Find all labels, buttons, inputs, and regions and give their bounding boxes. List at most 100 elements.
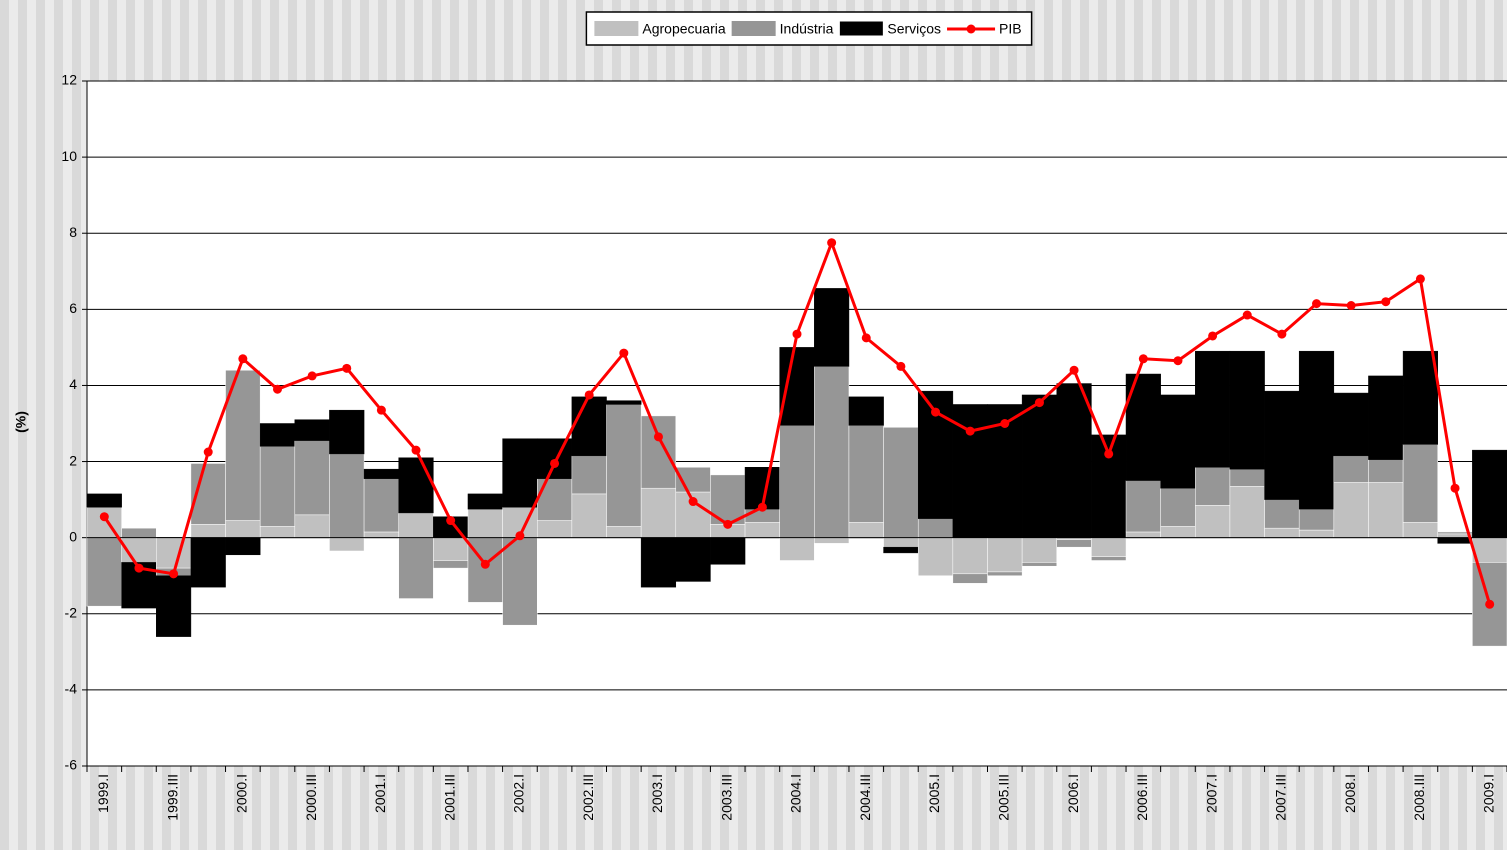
line-marker	[99, 512, 109, 522]
bar	[640, 415, 677, 489]
bar	[571, 493, 607, 538]
bar	[225, 537, 261, 556]
bar	[848, 425, 884, 523]
y-tick-label: 4	[69, 376, 77, 392]
bar	[640, 537, 677, 588]
line-marker	[1450, 483, 1460, 493]
line-marker	[1000, 419, 1010, 428]
bar	[675, 537, 711, 582]
legend-label: Serviços	[887, 21, 941, 37]
line-marker	[619, 348, 629, 358]
bar	[502, 438, 538, 508]
line-marker	[376, 405, 386, 415]
bar	[1333, 392, 1369, 457]
x-tick-label: 2004.III	[857, 774, 873, 821]
bar	[1195, 350, 1231, 468]
line-marker	[653, 432, 663, 442]
line-marker	[1069, 365, 1079, 375]
bar	[1091, 556, 1127, 561]
bar	[848, 522, 884, 538]
bar	[1229, 468, 1265, 487]
bar	[1368, 482, 1404, 538]
bar	[1021, 537, 1058, 563]
bar	[433, 560, 469, 569]
y-tick-label: -6	[65, 757, 78, 773]
bar	[467, 508, 503, 538]
line-marker	[1138, 354, 1148, 364]
line-marker	[342, 363, 352, 373]
bar	[606, 400, 642, 405]
legend-label: PIB	[999, 21, 1022, 37]
x-tick-label: 2001.I	[372, 774, 388, 813]
y-tick-label: 2	[69, 452, 77, 468]
bar	[1402, 444, 1438, 523]
bar	[121, 527, 157, 538]
bar	[917, 518, 954, 538]
line-marker	[1485, 599, 1495, 609]
line-marker	[1381, 297, 1391, 307]
x-tick-label: 1999.III	[164, 774, 180, 821]
bar	[536, 438, 573, 479]
line-marker	[827, 238, 837, 248]
bar	[1437, 537, 1473, 544]
line-marker	[965, 426, 975, 436]
x-tick-label: 2008.I	[1342, 774, 1358, 813]
legend-swatch	[594, 21, 639, 36]
bar	[1298, 529, 1335, 538]
bar	[259, 423, 296, 447]
y-tick-label: 6	[69, 300, 77, 316]
line-marker	[203, 447, 213, 457]
bar	[1160, 487, 1196, 527]
line-marker	[723, 519, 733, 529]
y-tick-label: 12	[61, 72, 77, 88]
bar	[917, 537, 954, 576]
x-tick-label: 2005.I	[926, 774, 942, 813]
x-tick-label: 1999.I	[95, 774, 111, 813]
x-tick-label: 2008.III	[1411, 774, 1427, 821]
line-marker	[792, 329, 802, 339]
bar	[814, 537, 850, 544]
x-tick-label: 2007.III	[1273, 774, 1289, 821]
x-tick-label: 2009.I	[1480, 774, 1496, 813]
bar	[1125, 531, 1161, 538]
bar	[1368, 375, 1404, 460]
line-marker	[1312, 299, 1322, 309]
line-marker	[584, 390, 594, 400]
legend-label: Indústria	[780, 21, 834, 37]
x-tick-label: 2006.III	[1134, 774, 1150, 821]
bar	[536, 520, 573, 538]
x-tick-label: 2000.I	[234, 774, 250, 813]
bar	[1195, 467, 1231, 506]
line-marker	[169, 569, 179, 579]
bar	[467, 493, 503, 510]
bar	[1333, 455, 1369, 483]
bar	[883, 546, 919, 554]
bar	[329, 537, 365, 552]
bar	[1368, 459, 1404, 483]
line-marker	[1242, 310, 1252, 320]
bar	[848, 396, 884, 426]
legend: Agropecuaria Indústria Serviços PIB	[585, 11, 1033, 46]
legend-swatch	[731, 21, 776, 36]
bar	[1021, 562, 1058, 567]
x-tick-label: 2005.III	[996, 774, 1012, 821]
line-marker	[688, 497, 698, 507]
bar	[744, 522, 780, 538]
bar	[952, 573, 988, 584]
bar	[398, 457, 434, 514]
line-marker	[896, 361, 906, 371]
line-marker	[1034, 398, 1044, 408]
bar	[606, 526, 642, 538]
y-axis-label: (%)	[13, 411, 29, 433]
bar	[571, 396, 607, 457]
line-marker	[480, 559, 490, 569]
y-tick-label: 8	[69, 224, 77, 240]
bar	[1195, 505, 1231, 538]
line-marker	[272, 384, 282, 394]
legend-swatch	[838, 20, 884, 37]
bar	[987, 537, 1023, 573]
line-marker	[1208, 331, 1218, 341]
bar	[1298, 350, 1335, 510]
bar	[1264, 499, 1300, 529]
